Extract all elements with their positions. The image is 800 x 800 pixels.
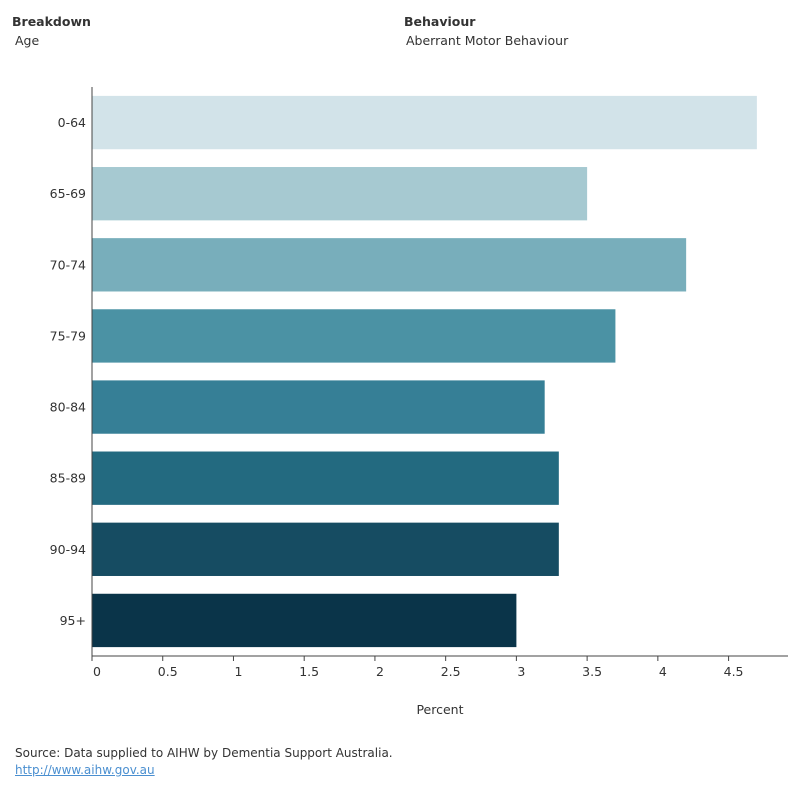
category-label-70-74: 70-74 (50, 257, 86, 272)
x-tick-label: 2 (376, 664, 384, 679)
bar-0-64[interactable] (92, 95, 757, 150)
bar-65-69[interactable] (92, 167, 588, 221)
category-label-65-69: 65-69 (50, 186, 86, 201)
x-ticks: 0 0.5 1 1.5 2 2.5 3 3.5 4 4.5 (91, 656, 744, 679)
category-label-85-89: 85-89 (50, 471, 86, 486)
behaviour-value[interactable]: Aberrant Motor Behaviour (406, 33, 569, 48)
x-axis-title: Percent (416, 702, 463, 717)
x-tick-label: 1 (234, 664, 242, 679)
x-tick-label: 0.5 (158, 664, 178, 679)
breakdown-value[interactable]: Age (15, 33, 40, 48)
bar-95+[interactable] (92, 593, 517, 648)
x-tick-label: 1.5 (299, 664, 319, 679)
bars-group (92, 95, 757, 648)
bar-70-74[interactable] (92, 238, 687, 292)
bar-85-89[interactable] (92, 451, 559, 505)
category-label-75-79: 75-79 (50, 328, 86, 343)
x-tick-label: 4 (659, 664, 667, 679)
category-labels: 0-64 65-69 70-74 75-79 80-84 85-89 90-94 95+ (50, 115, 86, 628)
category-label-95+: 95+ (60, 613, 86, 628)
category-label-80-84: 80-84 (50, 400, 86, 415)
category-label-90-94: 90-94 (50, 542, 86, 557)
bar-80-84[interactable] (92, 380, 545, 434)
behaviour-label: Behaviour (404, 14, 476, 29)
x-tick-label: 4.5 (724, 664, 744, 679)
aihw-link[interactable]: http://www.aihw.gov.au (15, 763, 155, 777)
x-tick-label: 0 (93, 664, 101, 679)
source-text: Source: Data supplied to AIHW by Dementi… (15, 746, 393, 760)
bar-75-79[interactable] (92, 309, 616, 363)
category-label-0-64: 0-64 (58, 115, 86, 130)
breakdown-label: Breakdown (12, 14, 91, 29)
x-tick-label: 3 (517, 664, 525, 679)
x-tick-label: 2.5 (441, 664, 461, 679)
bar-90-94[interactable] (92, 522, 559, 576)
source-note: Source: Data supplied to AIHW by Dementi… (15, 745, 393, 779)
x-tick-label: 3.5 (582, 664, 602, 679)
